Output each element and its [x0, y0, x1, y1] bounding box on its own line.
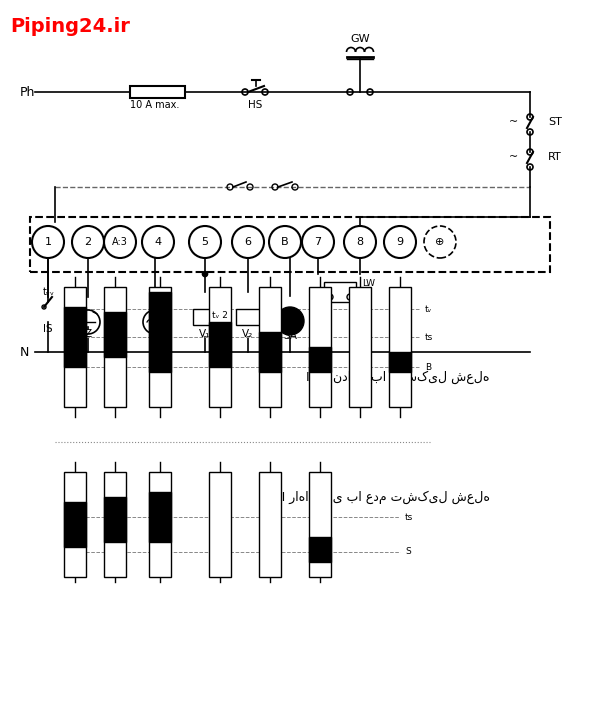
Text: 7: 7 [314, 237, 322, 247]
Text: IS: IS [43, 324, 53, 334]
Text: 1: 1 [44, 237, 52, 247]
Text: HS: HS [248, 100, 262, 110]
Text: B: B [281, 237, 289, 247]
Bar [104, 497, 126, 542]
Bar [309, 347, 331, 372]
Bar [64, 472, 86, 577]
Bar [209, 472, 231, 577]
Bar [130, 86, 185, 98]
Bar [193, 309, 217, 325]
Bar [104, 287, 126, 407]
Text: 4: 4 [154, 237, 161, 247]
Bar [30, 217, 550, 272]
Text: GW: GW [350, 34, 370, 44]
Bar [309, 472, 331, 577]
Text: A:3: A:3 [112, 237, 128, 247]
Text: 8: 8 [356, 237, 364, 247]
Text: ~: ~ [509, 117, 518, 127]
Bar [324, 282, 356, 302]
Bar [389, 287, 411, 407]
Polygon shape [195, 312, 215, 322]
Bar [259, 332, 281, 372]
Text: V₂: V₂ [242, 329, 254, 339]
Text: Z: Z [85, 329, 92, 339]
Text: tᵥ 2: tᵥ 2 [212, 310, 228, 320]
Text: tᵥᵥ: tᵥᵥ [43, 287, 55, 297]
Text: B: B [425, 362, 431, 372]
Polygon shape [238, 312, 258, 322]
Bar [149, 292, 171, 372]
Text: ~: ~ [509, 152, 518, 162]
Text: LW: LW [362, 280, 375, 288]
Text: SA: SA [283, 331, 297, 341]
Bar [236, 309, 260, 325]
Polygon shape [195, 312, 215, 322]
Bar [389, 352, 411, 372]
Text: 6: 6 [245, 237, 251, 247]
Text: ⊕: ⊕ [436, 237, 445, 247]
Bar [149, 287, 171, 407]
Text: I راه‌اندازی با تشکیل شعله: I راه‌اندازی با تشکیل شعله [307, 370, 490, 384]
Text: N: N [20, 345, 29, 359]
Text: ST: ST [548, 117, 562, 127]
Text: ts: ts [405, 513, 413, 521]
Bar [149, 492, 171, 542]
Bar [309, 287, 331, 407]
Text: 10 A max.: 10 A max. [130, 100, 179, 110]
Bar [259, 287, 281, 407]
Bar [64, 307, 86, 367]
Text: 9: 9 [397, 237, 404, 247]
Text: ts: ts [425, 333, 433, 342]
Bar [309, 537, 331, 562]
Bar [104, 472, 126, 577]
Text: RT: RT [548, 152, 562, 162]
Circle shape [276, 307, 304, 335]
Bar [209, 322, 231, 367]
Text: Ph: Ph [20, 85, 35, 98]
Bar [349, 287, 371, 407]
Text: II راه‌اندازی با عدم تشکیل شعله: II راه‌اندازی با عدم تشکیل شعله [278, 491, 490, 503]
Text: tᵥ: tᵥ [425, 305, 433, 313]
Text: ts: ts [156, 520, 164, 528]
Bar [64, 287, 86, 407]
Text: V₁: V₁ [199, 329, 211, 339]
Text: 2: 2 [85, 237, 92, 247]
Bar [259, 472, 281, 577]
Text: 5: 5 [202, 237, 209, 247]
Bar [209, 287, 231, 407]
Text: Piping24.ir: Piping24.ir [10, 17, 130, 36]
Bar [104, 312, 126, 357]
Text: M: M [151, 329, 160, 339]
Polygon shape [238, 312, 258, 322]
Bar [64, 502, 86, 547]
Bar [149, 472, 171, 577]
Circle shape [203, 271, 208, 276]
Text: S: S [405, 548, 411, 557]
